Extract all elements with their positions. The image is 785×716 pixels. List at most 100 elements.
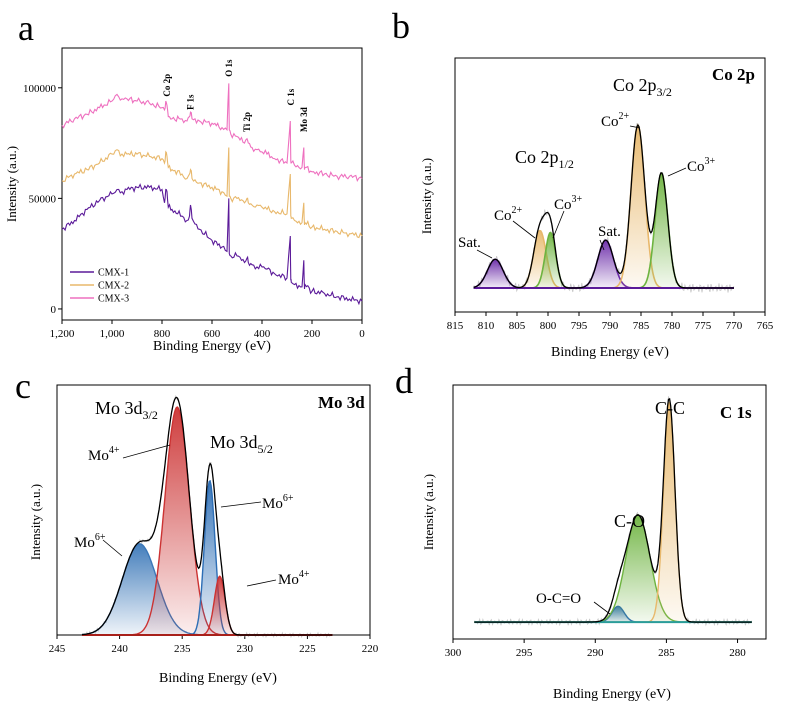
- legend-label: CMX-1: [98, 268, 129, 279]
- panel-a-y-title: Intensity (a.u.): [4, 146, 19, 222]
- sat-label-left: Sat.: [458, 235, 481, 251]
- panel-a-frame: [61, 47, 363, 321]
- x-tick-label: 795: [571, 320, 588, 332]
- fit-envelope: [473, 123, 734, 289]
- co2-label-right: Co2+: [601, 111, 630, 130]
- panel-c-arrows: [102, 444, 277, 587]
- panel-c-x-ticks: 245 240 235 230 225 220: [49, 635, 379, 655]
- x-tick-label: 225: [299, 643, 316, 655]
- legend-label: CMX-2: [98, 281, 129, 292]
- panel-a-x-ticks: 1,200 1,000 800 600 400 200 0: [50, 320, 365, 340]
- x-tick-label: 0: [359, 328, 365, 340]
- peak-label: Ti 2p: [242, 112, 252, 132]
- x-tick-label: 800: [540, 320, 557, 332]
- panel-a-letter: a: [18, 8, 34, 48]
- peak-label: F 1s: [186, 94, 196, 110]
- x-tick-label: 235: [174, 643, 191, 655]
- panel-c-plot: [81, 394, 333, 639]
- arrow-co2-left: [512, 220, 536, 239]
- x-tick-label: 285: [658, 647, 675, 659]
- mo4-label-left: Mo4+: [88, 445, 120, 464]
- co3-label-right: Co3+: [687, 156, 716, 175]
- x-tick-label: 600: [204, 328, 221, 340]
- panel-a-x-title: Binding Energy (eV): [153, 339, 271, 354]
- component-fill: [473, 173, 734, 288]
- y-tick-label: 0: [51, 304, 57, 316]
- mo6-label-right: Mo6+: [262, 493, 294, 512]
- component-fill: [82, 481, 333, 635]
- arrow-mo4-left: [122, 444, 171, 459]
- mo4-label-right: Mo4+: [278, 569, 310, 588]
- x-tick-label: 775: [695, 320, 712, 332]
- component-fill: [473, 240, 734, 288]
- panel-d: d C 1s 300 295 290 285 280 Binding Energy (e…: [395, 361, 767, 702]
- mo-3d32-label: Mo 3d3/2: [95, 398, 158, 422]
- arrow-sat-right: [599, 239, 605, 251]
- panel-b: b Co 2p 815 810 805 800 795 790 785 780 775 770 76…: [392, 6, 774, 360]
- x-tick-label: 1,000: [100, 328, 125, 340]
- component-fill: [473, 259, 734, 288]
- x-tick-label: 230: [237, 643, 254, 655]
- sat-label-right: Sat.: [598, 224, 621, 240]
- series-CMX-3: [61, 83, 363, 183]
- arrow-co3-right: [667, 167, 687, 177]
- panel-b-y-title: Intensity (a.u.): [419, 158, 434, 234]
- oco-label: O-C=O: [536, 591, 581, 607]
- panel-c-letter: c: [15, 366, 31, 406]
- peak-label: Mo 3d: [299, 107, 309, 132]
- arrow-mo6-left: [102, 539, 123, 557]
- x-tick-label: 290: [587, 647, 604, 659]
- arrow-oco: [593, 601, 611, 615]
- component-fill: [82, 543, 333, 635]
- fit-envelope: [81, 396, 333, 636]
- panel-a-spectra: [61, 83, 363, 306]
- co2-label-left: Co2+: [494, 205, 523, 224]
- mo6-label-left: Mo6+: [74, 532, 106, 551]
- x-tick-label: 815: [447, 320, 464, 332]
- panel-b-x-ticks: 815 810 805 800 795 790 785 780 775 770 765: [447, 312, 774, 332]
- panel-d-x-ticks: 300 295 290 285 280: [445, 639, 746, 659]
- co3-label-left: Co3+: [554, 194, 583, 213]
- x-tick-label: 810: [478, 320, 495, 332]
- y-tick-label: 50000: [29, 193, 57, 205]
- peak-label: Co 2p: [162, 74, 172, 97]
- panel-d-letter: d: [395, 361, 413, 401]
- panel-b-arrows: [476, 125, 687, 259]
- panel-c: c Mo 3d 245 240 235 230 225 220 Binding Energ…: [15, 366, 379, 686]
- series-CMX-2: [61, 147, 363, 239]
- x-tick-label: 240: [111, 643, 128, 655]
- peak-label: O 1s: [224, 59, 234, 77]
- x-tick-label: 805: [509, 320, 526, 332]
- x-tick-label: 785: [633, 320, 650, 332]
- arrow-mo6-right: [220, 501, 262, 508]
- panel-b-title: Co 2p: [712, 65, 755, 84]
- panel-a-y-ticks: 0 50000 100000: [23, 83, 62, 316]
- panel-c-x-title: Binding Energy (eV): [159, 671, 277, 686]
- panel-d-y-title: Intensity (a.u.): [421, 474, 436, 550]
- x-tick-label: 765: [757, 320, 774, 332]
- x-tick-label: 800: [154, 328, 171, 340]
- component-fill: [473, 230, 734, 288]
- fit-envelope: [474, 398, 752, 623]
- panel-d-x-title: Binding Energy (eV): [553, 687, 671, 702]
- x-tick-label: 220: [362, 643, 379, 655]
- x-tick-label: 200: [304, 328, 321, 340]
- arrow-co3-left: [552, 210, 565, 239]
- arrow-co2-right: [629, 125, 641, 129]
- panel-a: a 1,200 1,000 800 600 400 200 0 0 50000 100000 C…: [4, 8, 365, 354]
- x-tick-label: 770: [726, 320, 743, 332]
- co-2p12-label: Co 2p1/2: [515, 147, 574, 171]
- arrow-mo4-right: [246, 579, 277, 587]
- panel-d-title: C 1s: [720, 403, 752, 422]
- panel-c-title: Mo 3d: [318, 393, 365, 412]
- co-label: C-O: [614, 511, 645, 531]
- x-tick-label: 400: [254, 328, 271, 340]
- mo-3d52-label: Mo 3d5/2: [210, 432, 273, 456]
- panel-b-x-title: Binding Energy (eV): [551, 345, 669, 360]
- peak-label: C 1s: [286, 88, 296, 105]
- panel-d-plot: [474, 396, 753, 627]
- y-tick-label: 100000: [23, 83, 57, 95]
- x-tick-label: 245: [49, 643, 66, 655]
- x-tick-label: 280: [729, 647, 746, 659]
